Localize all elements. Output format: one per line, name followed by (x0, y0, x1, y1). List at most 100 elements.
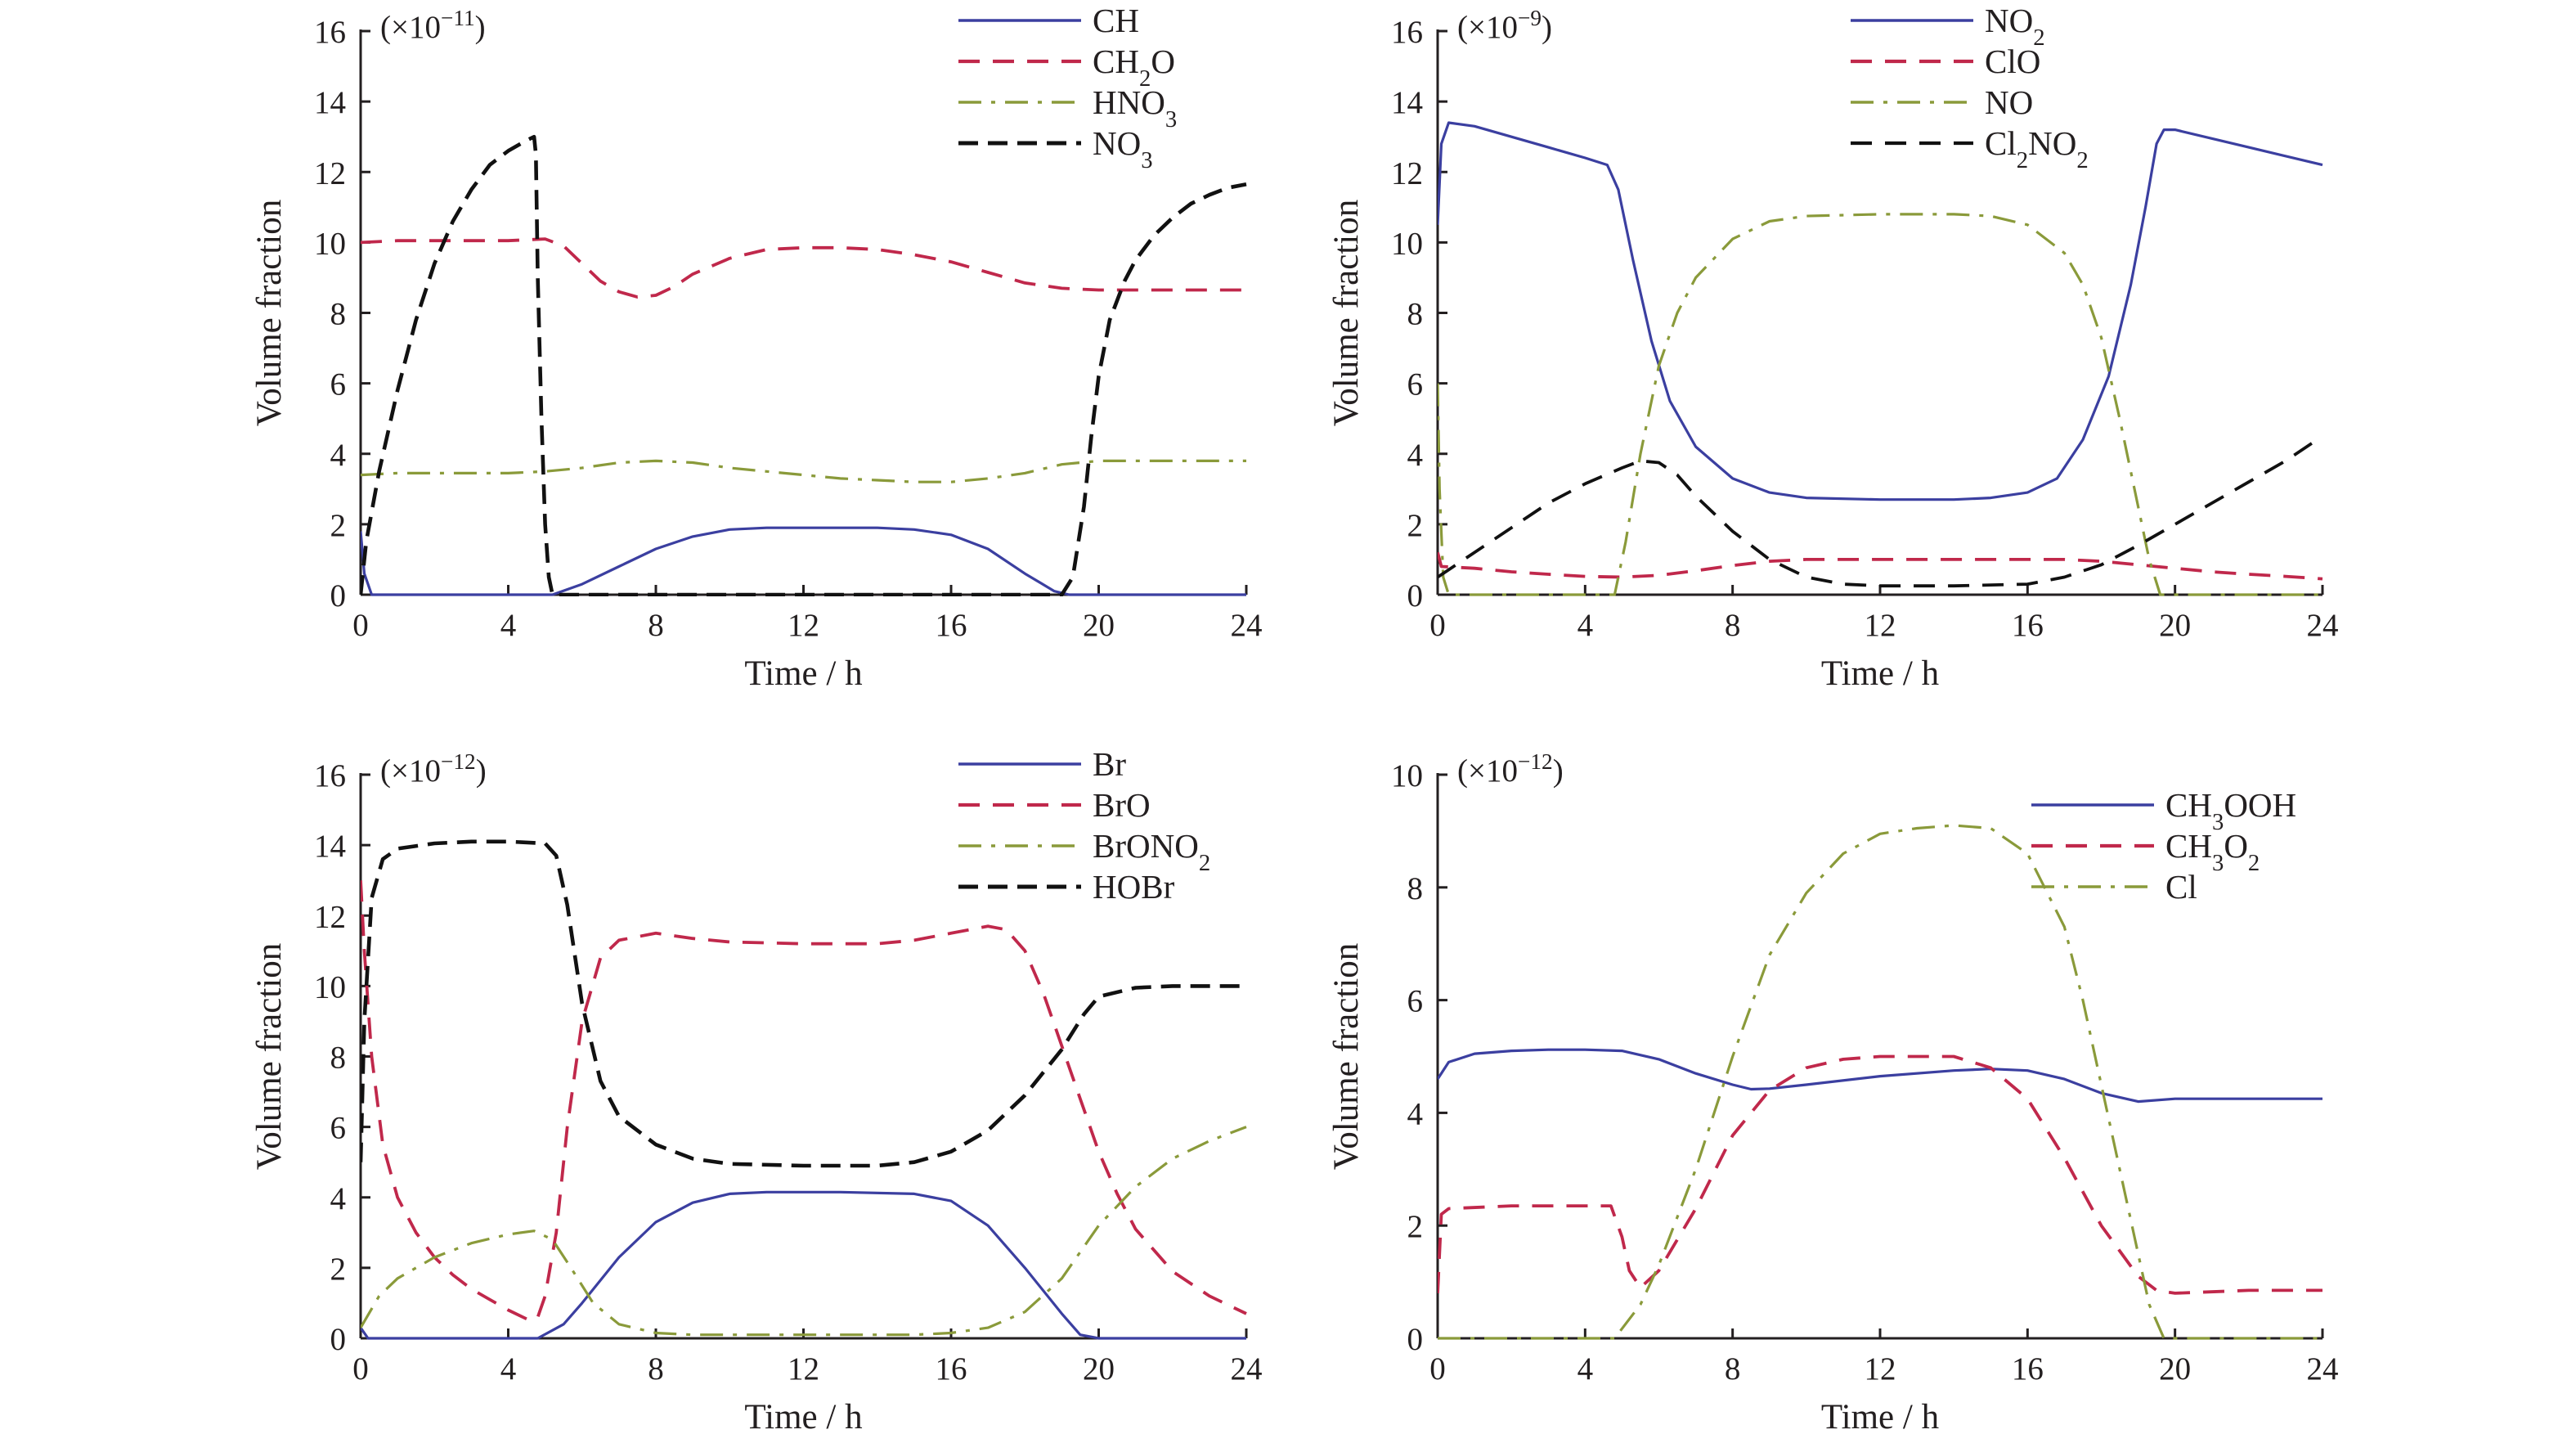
y-tick-label: 6 (330, 1111, 347, 1146)
y-axis-title: Volume fraction (1327, 943, 1366, 1170)
x-axis-title: Time / h (744, 654, 862, 693)
x-tick-label: 4 (1577, 1351, 1594, 1387)
x-tick-label: 4 (500, 608, 517, 643)
scale-label: (×10−12) (1457, 749, 1564, 789)
y-axis-title: Volume fraction (1327, 200, 1366, 426)
y-tick-label: 16 (314, 15, 346, 50)
scale-label: (×10−12) (380, 749, 487, 789)
y-tick-label: 14 (1391, 85, 1423, 120)
series-line-no (1438, 213, 2322, 596)
y-tick-label: 8 (1407, 297, 1424, 332)
series-line-ch2o (361, 237, 1246, 299)
x-tick-label: 4 (1577, 608, 1594, 643)
y-tick-label: 8 (330, 1041, 347, 1076)
legend-label-no2: NO2 (1985, 2, 2045, 51)
x-tick-label: 4 (500, 1351, 517, 1387)
legend-label-clo: ClO (1985, 43, 2040, 80)
y-tick-label: 16 (1391, 15, 1423, 50)
series-line-hobr (361, 839, 1246, 1168)
legend-label-no3: NO3 (1093, 124, 1153, 173)
y-tick-label: 10 (1391, 758, 1423, 793)
y-tick-label: 0 (330, 578, 347, 614)
x-tick-label: 16 (2012, 608, 2044, 643)
y-tick-label: 4 (1407, 1096, 1424, 1131)
y-tick-label: 10 (314, 969, 346, 1005)
y-tick-label: 16 (314, 758, 346, 793)
y-tick-label: 6 (1407, 984, 1424, 1019)
y-tick-label: 12 (1391, 155, 1423, 191)
x-tick-label: 8 (1725, 608, 1741, 643)
legend-label-ch2o: CH2O (1093, 43, 1175, 92)
y-tick-label: 0 (1407, 578, 1424, 614)
y-tick-label: 2 (330, 1252, 347, 1287)
x-tick-label: 20 (2159, 1351, 2191, 1387)
x-tick-label: 20 (1083, 1351, 1115, 1387)
x-tick-label: 0 (1429, 608, 1446, 643)
x-tick-label: 16 (936, 1351, 967, 1387)
x-tick-label: 12 (788, 608, 819, 643)
x-tick-label: 24 (2307, 1351, 2339, 1387)
x-tick-label: 24 (1231, 1351, 1263, 1387)
y-tick-label: 2 (1407, 1209, 1424, 1244)
y-tick-label: 12 (314, 155, 346, 191)
x-tick-label: 8 (648, 608, 664, 643)
legend-label-ch3o2: CH3O2 (2165, 827, 2260, 876)
scale-label: (×10−11) (380, 6, 486, 45)
legend-label-no: NO (1985, 83, 2033, 121)
legend-label-bro: BrO (1093, 786, 1151, 824)
legend-label-ch3ooh: CH3OOH (2165, 786, 2296, 835)
y-tick-label: 14 (314, 85, 346, 120)
y-tick-label: 6 (1407, 367, 1424, 402)
x-tick-label: 12 (1865, 608, 1896, 643)
y-tick-label: 14 (314, 829, 346, 864)
x-tick-label: 16 (936, 608, 967, 643)
legend-label-ch: CH (1093, 2, 1139, 39)
y-tick-label: 2 (1407, 508, 1424, 543)
series-line-ch3ooh (1438, 1048, 2322, 1104)
series-line-no2 (1438, 121, 2323, 501)
x-tick-label: 20 (2159, 608, 2191, 643)
x-tick-label: 24 (2307, 608, 2339, 643)
x-axis-title: Time / h (1821, 654, 1939, 693)
y-tick-label: 8 (1407, 871, 1424, 906)
series-line-no3 (361, 134, 1247, 596)
legend-label-cl: Cl (2165, 868, 2197, 906)
x-tick-label: 16 (2012, 1351, 2044, 1387)
series-line-brono2 (361, 1126, 1247, 1337)
y-tick-label: 12 (314, 899, 346, 934)
series-line-cl (1438, 824, 2322, 1340)
y-tick-label: 4 (1407, 438, 1424, 473)
y-axis-title: Volume fraction (250, 943, 289, 1170)
y-tick-label: 4 (330, 438, 347, 473)
x-tick-label: 12 (788, 1351, 819, 1387)
series-line-ch (361, 526, 1246, 596)
y-tick-label: 10 (1391, 226, 1423, 261)
legend-label-br: Br (1093, 745, 1126, 783)
x-tick-label: 0 (352, 1351, 369, 1387)
legend-label-hobr: HOBr (1093, 868, 1175, 906)
y-tick-label: 10 (314, 226, 346, 261)
y-axis-title: Volume fraction (250, 200, 289, 426)
scale-label: (×10−9) (1457, 6, 1552, 45)
y-tick-label: 0 (330, 1322, 347, 1357)
series-line-br (361, 1190, 1246, 1340)
x-axis-title: Time / h (1821, 1398, 1939, 1436)
x-tick-label: 20 (1083, 608, 1115, 643)
series-line-clo (1438, 551, 2323, 581)
y-tick-label: 0 (1407, 1322, 1424, 1357)
series-line-bro (361, 880, 1247, 1323)
y-tick-label: 6 (330, 367, 347, 402)
legend-label-hno3: HNO3 (1093, 83, 1177, 133)
y-tick-label: 4 (330, 1181, 347, 1216)
x-axis-title: Time / h (744, 1398, 862, 1436)
x-tick-label: 24 (1231, 608, 1263, 643)
x-tick-label: 8 (1725, 1351, 1741, 1387)
x-tick-label: 12 (1865, 1351, 1896, 1387)
legend-label-cl2no2: Cl2NO2 (1985, 124, 2089, 173)
series-line-cl2no2 (1438, 434, 2324, 588)
y-tick-label: 2 (330, 508, 347, 543)
